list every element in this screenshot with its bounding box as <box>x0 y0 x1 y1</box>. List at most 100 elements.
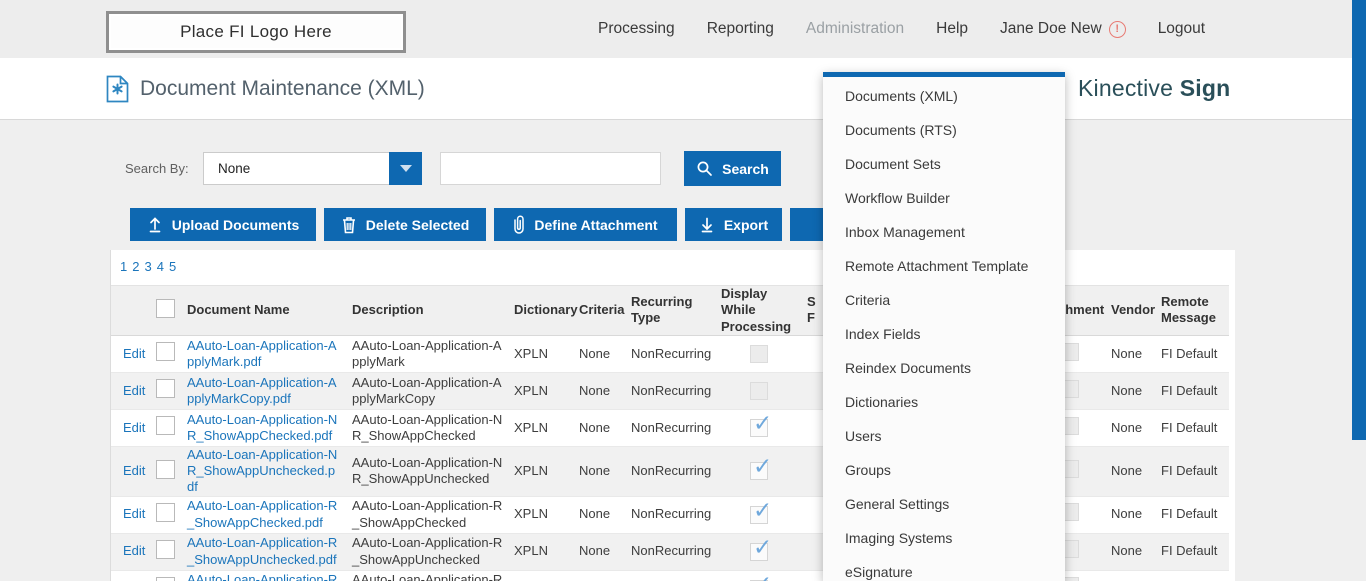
main-nav: Processing Reporting Administration Help… <box>598 0 1205 58</box>
row-checkbox[interactable] <box>156 342 175 362</box>
document-name-link[interactable]: AAuto-Loan-Application-ApplyMark.pdf <box>187 337 337 369</box>
description-text: AAuto-Loan-Application-RS-AFD731-test <box>352 572 503 581</box>
dictionary-value: XPLN <box>514 382 548 398</box>
admin-menu-item[interactable]: Inbox Management <box>845 224 965 240</box>
admin-menu-item[interactable]: Dictionaries <box>845 394 919 410</box>
search-by-select[interactable]: None <box>203 152 422 185</box>
search-button[interactable]: Search <box>684 151 781 186</box>
page-link[interactable]: 4 <box>156 259 164 274</box>
criteria-value: None <box>579 419 611 435</box>
display-while-processing-checkbox[interactable] <box>750 452 772 481</box>
row-checkbox[interactable] <box>156 502 175 522</box>
page-link[interactable]: 2 <box>132 259 140 274</box>
nav-item-label: Jane Doe New <box>1000 20 1102 37</box>
row-checkbox[interactable] <box>156 539 175 559</box>
administration-dropdown-menu: Documents (XML) Documents (RTS) Document… <box>823 72 1065 581</box>
page-link[interactable]: 5 <box>168 259 177 274</box>
document-name-link[interactable]: AAuto-Loan-Application-RS-AFD731-test.pd… <box>187 572 338 581</box>
display-while-processing-checkbox[interactable] <box>750 533 772 561</box>
row-checkbox[interactable] <box>156 459 175 479</box>
display-while-processing-checkbox[interactable] <box>750 344 768 363</box>
recurring-type-value: NonRecurring <box>631 382 712 398</box>
criteria-value: None <box>579 543 611 559</box>
fi-logo-placeholder: Place FI Logo Here <box>106 11 406 53</box>
display-while-processing-checkbox[interactable] <box>750 409 772 438</box>
document-name-link[interactable]: AAuto-Loan-Application-ApplyMarkCopy.pdf <box>187 374 337 406</box>
upload-arrow-icon <box>147 216 163 233</box>
nav-item[interactable]: Administration <box>806 20 904 38</box>
admin-menu-item[interactable]: Workflow Builder <box>845 190 950 206</box>
document-name-link[interactable]: AAuto-Loan-Application-R_ShowAppUnchecke… <box>187 535 338 567</box>
trash-icon <box>341 216 357 234</box>
recurring-type-value: NonRecurring <box>631 419 712 435</box>
define-attachment-button[interactable]: Define Attachment <box>494 208 677 241</box>
paperclip-icon <box>513 215 525 234</box>
header-partial-line1: S <box>807 294 816 310</box>
vendor-value: None <box>1111 345 1143 361</box>
admin-menu-item[interactable]: Documents (XML) <box>845 88 958 104</box>
search-input[interactable] <box>440 152 661 185</box>
recurring-type-value: NonRecurring <box>631 345 712 361</box>
display-while-processing-checkbox[interactable] <box>750 496 772 524</box>
description-text: AAuto-Loan-Application-R_ShowAppChecked <box>352 498 503 530</box>
edit-link[interactable]: Edit <box>123 506 146 522</box>
edit-link[interactable]: Edit <box>123 543 146 559</box>
admin-menu-item[interactable]: Imaging Systems <box>845 530 953 546</box>
admin-menu-item[interactable]: Index Fields <box>845 326 921 342</box>
admin-menu-item[interactable]: General Settings <box>845 496 950 512</box>
nav-item[interactable]: Logout <box>1158 20 1205 38</box>
nav-item[interactable]: Processing <box>598 20 675 38</box>
scrollbar-thumb[interactable] <box>1352 0 1366 440</box>
display-while-processing-checkbox[interactable] <box>750 381 768 400</box>
edit-link[interactable]: Edit <box>123 463 146 478</box>
row-checkbox[interactable] <box>156 379 175 399</box>
row-checkbox[interactable] <box>156 576 175 581</box>
edit-link[interactable]: Edit <box>123 345 146 361</box>
dictionary-value: XPLN <box>514 345 548 361</box>
document-name-link[interactable]: AAuto-Loan-Application-R_ShowAppChecked.… <box>187 498 338 530</box>
admin-menu-item[interactable]: eSignature <box>845 564 913 580</box>
page-link[interactable]: 3 <box>144 259 152 274</box>
header-dictionary: Dictionary <box>514 302 578 318</box>
brand-regular: Kinective <box>1078 74 1174 101</box>
edit-link[interactable]: Edit <box>123 419 146 435</box>
admin-menu-item[interactable]: Reindex Documents <box>845 360 972 376</box>
document-name-link[interactable]: AAuto-Loan-Application-NR_ShowAppChecked… <box>187 411 338 443</box>
admin-menu-item[interactable]: Documents (RTS) <box>845 122 957 138</box>
upload-documents-button[interactable]: Upload Documents <box>130 208 316 241</box>
nav-item[interactable]: Reporting <box>707 20 774 38</box>
admin-menu-item[interactable]: Remote Attachment Template <box>845 258 1029 274</box>
nav-item[interactable]: Jane Doe New ! <box>1000 20 1126 38</box>
documents-panel: 1 2 3 4 5 Document Name Description Dict… <box>110 250 1235 581</box>
vendor-value: None <box>1111 419 1143 435</box>
admin-menu-item[interactable]: Groups <box>845 462 891 478</box>
delete-selected-button[interactable]: Delete Selected <box>324 208 486 241</box>
select-dropdown-button[interactable] <box>389 152 422 185</box>
dictionary-value: XPLN <box>514 463 548 478</box>
description-text: AAuto-Loan-Application-ApplyMark <box>352 337 502 369</box>
warning-circle-icon[interactable]: ! <box>1108 20 1126 38</box>
dictionary-value: XPLN <box>514 419 548 435</box>
admin-menu-item[interactable]: Criteria <box>845 292 891 308</box>
export-button[interactable]: Export <box>685 208 782 241</box>
remote-message-value: FI Default <box>1161 543 1218 559</box>
edit-link[interactable]: Edit <box>123 382 146 398</box>
dictionary-value: XPLN <box>514 506 548 522</box>
criteria-value: None <box>579 463 611 478</box>
description-text: AAuto-Loan-Application-NR_ShowAppUncheck… <box>352 454 503 487</box>
delete-selected-label: Delete Selected <box>365 216 470 233</box>
select-all-checkbox[interactable] <box>156 298 175 318</box>
export-label: Export <box>723 216 769 233</box>
dictionary-value: XPLN <box>514 543 548 559</box>
document-name-link[interactable]: AAuto-Loan-Application-NR_ShowAppUncheck… <box>187 446 338 495</box>
description-text: AAuto-Loan-Application-NR_ShowAppChecked <box>352 411 503 443</box>
row-checkbox[interactable] <box>156 416 175 436</box>
header-description: Description <box>352 302 424 318</box>
page-link[interactable]: 1 <box>120 259 128 274</box>
nav-item-label: Processing <box>598 20 675 37</box>
admin-menu-item[interactable]: Document Sets <box>845 156 941 172</box>
admin-menu-item[interactable]: Users <box>845 428 882 444</box>
display-while-processing-checkbox[interactable] <box>750 570 772 581</box>
magnifier-icon <box>696 160 713 177</box>
nav-item[interactable]: Help <box>936 20 968 38</box>
